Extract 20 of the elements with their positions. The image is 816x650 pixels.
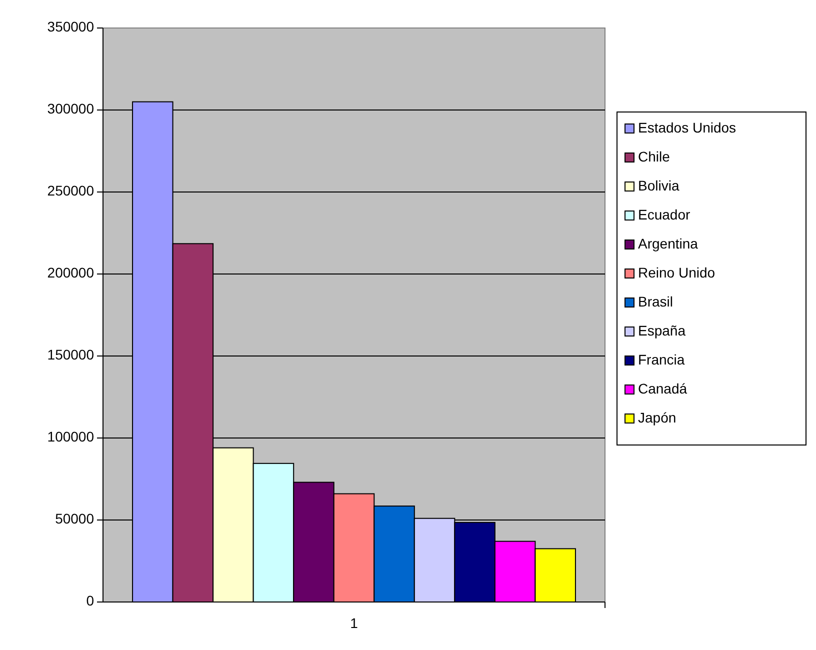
y-tick-label: 0: [86, 592, 94, 609]
y-tick-label: 250000: [47, 182, 94, 199]
legend-label: Ecuador: [638, 206, 690, 223]
y-tick-label: 50000: [55, 510, 94, 527]
legend-label: Argentina: [638, 236, 698, 252]
legend-label: Brasil: [638, 294, 674, 310]
y-tick-label: 150000: [47, 346, 94, 363]
legend-label: Francia: [638, 352, 685, 368]
legend-label: Japón: [638, 410, 676, 426]
legend-label: España: [638, 322, 686, 339]
legend-label: Estados Unidos: [638, 120, 736, 136]
legend-label: Reino Unido: [638, 264, 716, 281]
x-tick-label: 1: [350, 615, 358, 631]
y-tick-label: 200000: [47, 264, 94, 281]
y-tick-label: 350000: [47, 18, 94, 35]
legend-label: Canadá: [638, 380, 688, 397]
legend-label: Chile: [638, 148, 670, 165]
legend-label: Bolivia: [638, 178, 680, 194]
y-tick-label: 300000: [47, 100, 94, 117]
y-tick-label: 100000: [47, 428, 94, 445]
